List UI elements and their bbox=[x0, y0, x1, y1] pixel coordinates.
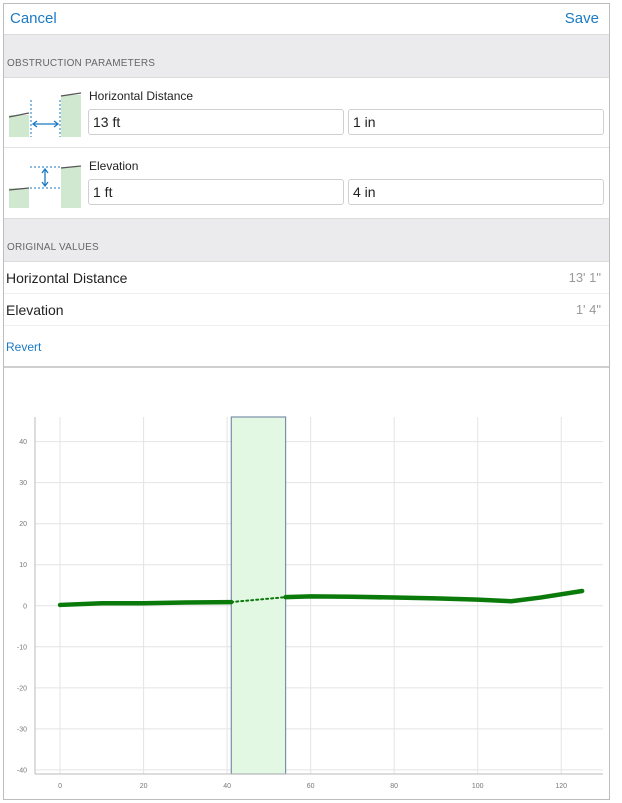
horizontal-distance-icon bbox=[8, 92, 82, 137]
obstruction-band bbox=[230, 416, 287, 775]
x-tick-label: 20 bbox=[140, 783, 148, 790]
x-tick-label: 120 bbox=[555, 783, 567, 790]
obstruction-parameters-header: OBSTRUCTION PARAMETERS bbox=[4, 34, 609, 78]
save-button[interactable]: Save bbox=[564, 10, 599, 27]
elevation-icon bbox=[8, 165, 82, 208]
horizontal-inches-field[interactable]: 1 in bbox=[348, 109, 604, 135]
original-values-header: ORIGINAL VALUES bbox=[4, 218, 609, 262]
horizontal-feet-field[interactable]: 13 ft bbox=[88, 109, 344, 135]
revert-row: Revert bbox=[4, 326, 609, 368]
profile-line bbox=[283, 588, 585, 604]
chart-grid bbox=[35, 417, 603, 774]
y-tick-label: -40 bbox=[17, 767, 27, 774]
cancel-button[interactable]: Cancel bbox=[10, 10, 57, 27]
original-horizontal-row: Horizontal Distance 13' 1" bbox=[4, 262, 609, 294]
y-tick-label: 0 bbox=[23, 603, 27, 610]
elevation-row: Elevation 1 ft 4 in bbox=[4, 148, 609, 218]
obstruction-rect bbox=[230, 416, 287, 775]
y-tick-label: 40 bbox=[19, 439, 27, 446]
original-elevation-value: 1' 4" bbox=[575, 302, 601, 317]
elevation-feet-field[interactable]: 1 ft bbox=[88, 179, 344, 205]
x-tick-label: 40 bbox=[223, 783, 231, 790]
y-tick-label: 20 bbox=[19, 521, 27, 528]
y-tick-label: -10 bbox=[17, 644, 27, 651]
chart-series bbox=[57, 588, 585, 608]
chart-axes bbox=[34, 417, 603, 775]
horizontal-distance-label: Horizontal Distance bbox=[89, 89, 194, 103]
elevation-label: Elevation bbox=[89, 159, 139, 173]
original-horizontal-label: Horizontal Distance bbox=[6, 270, 128, 286]
section-title: ORIGINAL VALUES bbox=[7, 242, 99, 253]
x-tick-label: 80 bbox=[390, 783, 398, 790]
y-tick-label: 30 bbox=[19, 480, 27, 487]
original-elevation-row: Elevation 1' 4" bbox=[4, 294, 609, 326]
x-tick-label: 0 bbox=[58, 783, 62, 790]
elevation-inches-field[interactable]: 4 in bbox=[348, 179, 604, 205]
y-tick-label: -20 bbox=[17, 685, 27, 692]
navigation-bar: Cancel Save bbox=[4, 4, 609, 34]
horizontal-distance-row: Horizontal Distance 13 ft 1 in bbox=[4, 78, 609, 148]
obstructed-segment-line bbox=[230, 596, 287, 604]
revert-button[interactable]: Revert bbox=[6, 340, 42, 354]
x-tick-label: 100 bbox=[472, 783, 484, 790]
x-tick-label: 60 bbox=[307, 783, 315, 790]
section-title: OBSTRUCTION PARAMETERS bbox=[7, 58, 156, 69]
y-tick-label: 10 bbox=[19, 562, 27, 569]
profile-line bbox=[57, 599, 234, 608]
original-horizontal-value: 13' 1" bbox=[568, 270, 601, 285]
y-tick-label: -30 bbox=[17, 726, 27, 733]
obstruction-editor: Cancel Save OBSTRUCTION PARAMETERS Horiz… bbox=[3, 3, 610, 800]
original-elevation-label: Elevation bbox=[6, 302, 64, 318]
